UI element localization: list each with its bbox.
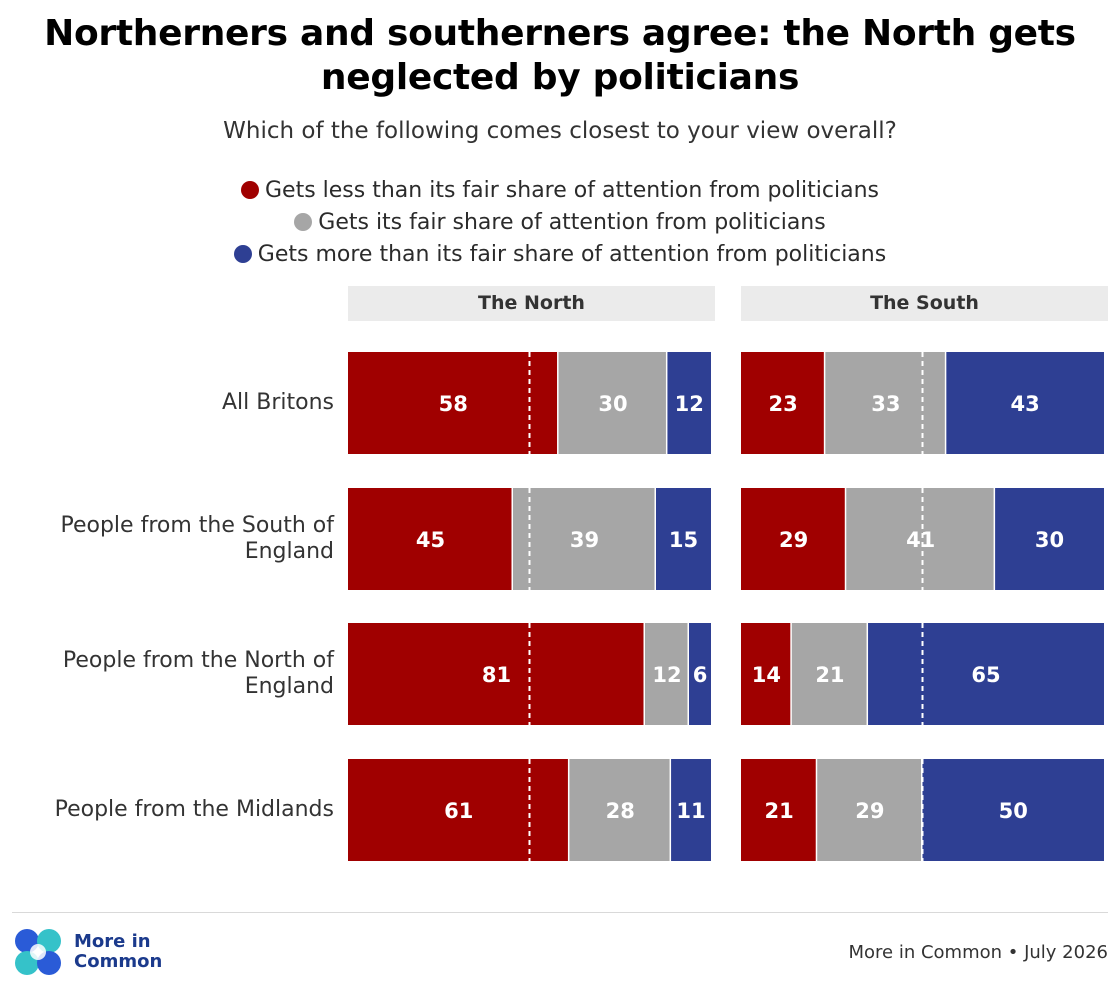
- legend-item-less: Gets less than its fair share of attenti…: [0, 174, 1120, 206]
- bar-segment-fair: [817, 759, 921, 861]
- row-label-midlands: People from the Midlands: [54, 797, 334, 822]
- bar-segment-less: [741, 352, 824, 454]
- bar-segment-less: [348, 352, 558, 454]
- bar-segment-fair: [513, 488, 655, 590]
- bar-segment-fair: [791, 623, 867, 725]
- chart-title: Northerners and southerners agree: the N…: [44, 13, 1076, 98]
- data-label-less: 58: [439, 392, 468, 416]
- bar-segment-more: [689, 623, 711, 725]
- data-label-more: 30: [1035, 528, 1064, 552]
- footer-divider: [12, 912, 1108, 913]
- bar-segment-fair: [825, 352, 945, 454]
- bar-segment-more: [995, 488, 1104, 590]
- data-label-fair: 21: [815, 663, 844, 687]
- legend: Gets less than its fair share of attenti…: [0, 174, 1120, 270]
- source-note: More in Common • July 2026: [848, 942, 1108, 963]
- bar-segment-more: [946, 352, 1104, 454]
- data-label-less: 81: [482, 663, 511, 687]
- bar-segment-less: [348, 759, 568, 861]
- bar-segment-less: [741, 759, 816, 861]
- row-label-north-england: People from the North of England: [62, 648, 334, 699]
- stacked-bar-chart: 58 30 12 45 39 15 81 12 6 61 28 11 23 33 43 29 41 30 14 21 6…: [348, 352, 1104, 861]
- data-label-fair: 33: [871, 392, 900, 416]
- data-label-less: 14: [752, 663, 781, 687]
- bar-segment-less: [741, 488, 845, 590]
- legend-dot-less: [241, 181, 259, 199]
- facet-header-south: The South: [741, 286, 1108, 321]
- data-label-less: 21: [764, 799, 793, 823]
- data-label-less: 23: [769, 392, 798, 416]
- data-label-fair: 29: [855, 799, 884, 823]
- data-label-fair: 41: [906, 528, 935, 552]
- legend-label-less: Gets less than its fair share of attenti…: [265, 177, 879, 203]
- data-label-more: 15: [669, 528, 698, 552]
- data-label-more: 6: [693, 663, 708, 687]
- bar-segment-fair: [569, 759, 670, 861]
- bar-segment-less: [348, 488, 512, 590]
- row-label-all-britons: All Britons: [221, 390, 334, 415]
- legend-label-fair: Gets its fair share of attention from po…: [318, 209, 826, 235]
- data-label-more: 11: [676, 799, 705, 823]
- bar-segment-more: [656, 488, 711, 590]
- bar-segment-less: [348, 623, 644, 725]
- data-label-more: 12: [675, 392, 704, 416]
- data-label-fair: 12: [652, 663, 681, 687]
- legend-item-more: Gets more than its fair share of attenti…: [0, 238, 1120, 270]
- data-label-less: 45: [416, 528, 445, 552]
- data-label-less: 29: [779, 528, 808, 552]
- bar-segment-fair: [645, 623, 688, 725]
- row-label-south-england: People from the South of England: [60, 513, 334, 564]
- data-label-more: 65: [971, 663, 1000, 687]
- bar-segment-more: [667, 352, 711, 454]
- chart-subtitle: Which of the following comes closest to …: [223, 118, 897, 144]
- data-label-less: 61: [444, 799, 473, 823]
- legend-dot-more: [233, 245, 252, 263]
- bar-segment-more: [671, 759, 711, 861]
- data-label-more: 43: [1011, 392, 1040, 416]
- more-in-common-logo: More in Common: [12, 926, 162, 978]
- bar-segment-fair: [558, 352, 666, 454]
- legend-dot-fair: [294, 213, 313, 231]
- logo-text: More in Common: [74, 931, 163, 972]
- logo-mark-icon: [15, 929, 61, 975]
- facet-header-north: The North: [348, 286, 715, 321]
- data-label-fair: 30: [598, 392, 627, 416]
- data-label-more: 50: [999, 799, 1028, 823]
- data-label-fair: 39: [570, 528, 599, 552]
- legend-item-fair: Gets its fair share of attention from po…: [0, 206, 1120, 238]
- bar-segment-fair: [846, 488, 994, 590]
- legend-label-more: Gets more than its fair share of attenti…: [257, 241, 887, 267]
- bar-segment-more: [868, 623, 1104, 725]
- bar-segment-less: [741, 623, 791, 725]
- data-label-fair: 28: [606, 799, 635, 823]
- bar-segment-more: [922, 759, 1104, 861]
